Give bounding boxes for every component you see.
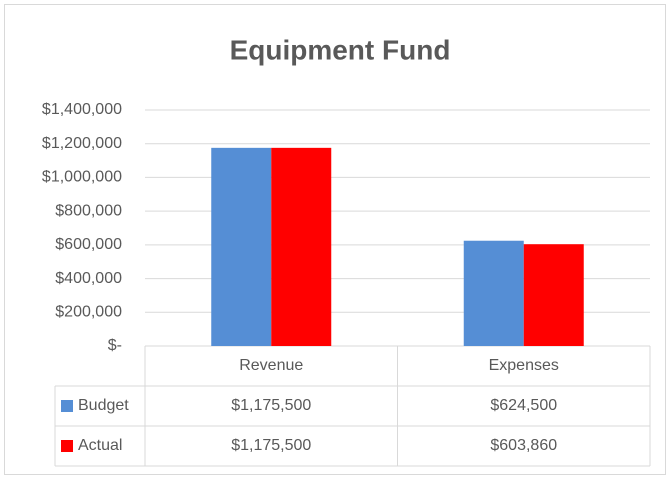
chart-title: Equipment Fund bbox=[230, 34, 451, 65]
y-tick-label: $600,000 bbox=[55, 236, 122, 253]
y-tick-label: $1,000,000 bbox=[42, 169, 122, 186]
y-tick-label: $400,000 bbox=[55, 270, 122, 287]
x-tick-label: Expenses bbox=[489, 357, 559, 374]
bar bbox=[463, 240, 524, 346]
x-tick-label: Revenue bbox=[239, 357, 303, 374]
data-label: $624,500 bbox=[490, 397, 557, 414]
data-label: $603,860 bbox=[490, 437, 557, 454]
legend-label: Budget bbox=[78, 397, 129, 414]
y-tick-label: $1,400,000 bbox=[42, 101, 122, 118]
legend-label: Actual bbox=[78, 437, 122, 454]
bar bbox=[523, 244, 584, 346]
y-tick-label: $1,200,000 bbox=[42, 135, 122, 152]
data-label: $1,175,500 bbox=[231, 397, 311, 414]
data-label: $1,175,500 bbox=[231, 437, 311, 454]
bar bbox=[271, 147, 332, 346]
chart-border bbox=[4, 4, 666, 475]
y-tick-label: $200,000 bbox=[55, 304, 122, 321]
y-tick-label: $800,000 bbox=[55, 202, 122, 219]
bar bbox=[211, 147, 272, 346]
legend-swatch bbox=[61, 440, 73, 452]
legend-swatch bbox=[61, 400, 73, 412]
y-tick-label: $- bbox=[108, 337, 122, 354]
